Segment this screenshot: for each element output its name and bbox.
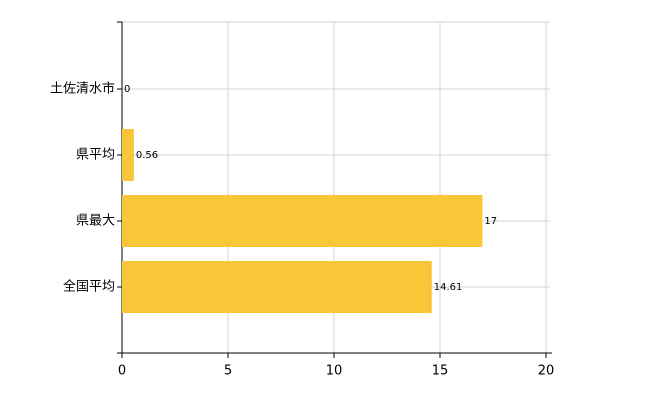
bar bbox=[122, 195, 483, 247]
x-tick-label: 15 bbox=[432, 364, 449, 379]
x-tick-label: 20 bbox=[538, 364, 555, 379]
y-tick-label: 全国平均 bbox=[63, 279, 115, 295]
bar bbox=[122, 129, 134, 181]
value-label: 14.61 bbox=[434, 282, 463, 293]
y-tick-label: 県平均 bbox=[76, 148, 115, 163]
x-tick-label: 5 bbox=[224, 364, 232, 379]
value-label: 0.56 bbox=[136, 150, 158, 161]
value-label: 0 bbox=[124, 84, 130, 95]
y-tick-label: 土佐清水市 bbox=[50, 81, 115, 97]
bar bbox=[122, 261, 432, 313]
value-label: 17 bbox=[484, 216, 497, 227]
x-tick-label: 10 bbox=[326, 364, 343, 379]
y-tick-label: 県最大 bbox=[76, 214, 115, 229]
x-tick-label: 0 bbox=[118, 364, 126, 379]
